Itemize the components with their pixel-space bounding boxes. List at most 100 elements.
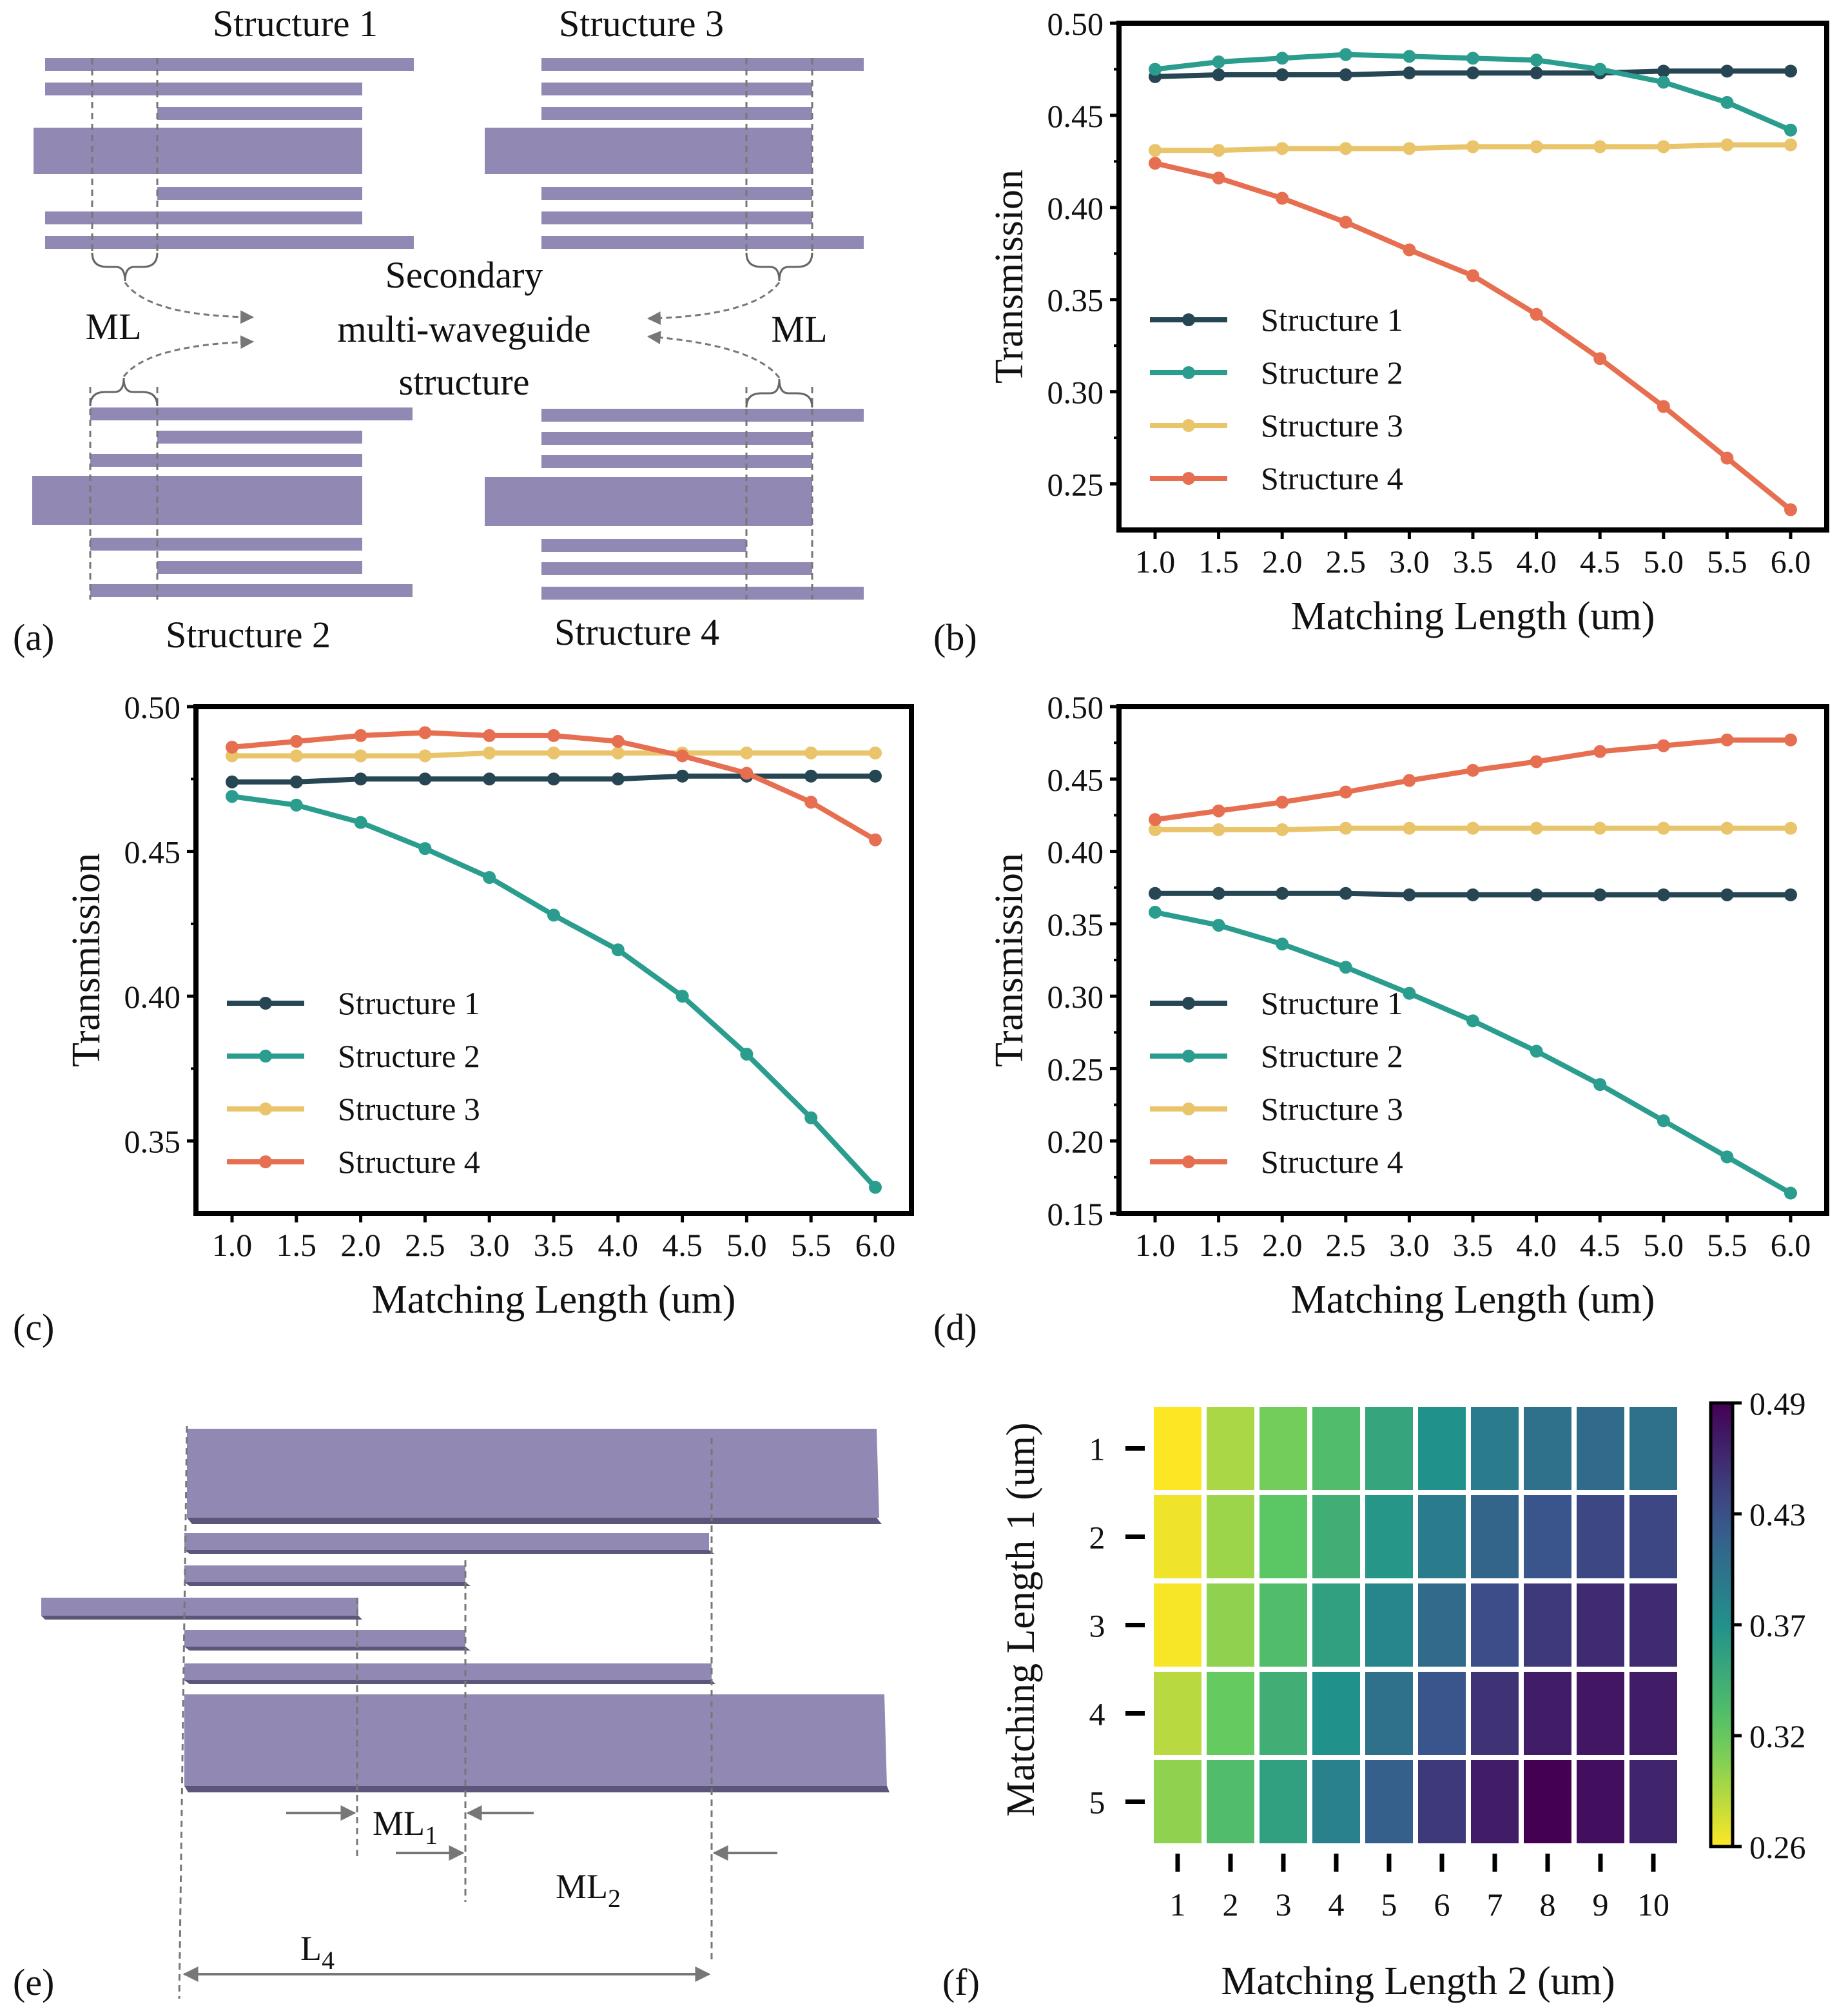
heatmap-cell-r4-c9 — [1577, 1672, 1624, 1755]
x-tick-label: 1.0 — [1135, 544, 1176, 580]
data-point-s3-8 — [740, 746, 754, 760]
data-point-s4-7 — [1593, 745, 1607, 758]
y-tick-label: 0.30 — [1047, 375, 1104, 411]
data-point-s1-10 — [1784, 64, 1797, 78]
x-tick-label: 4.5 — [1580, 544, 1620, 580]
y-tick-label: 0.30 — [1047, 979, 1104, 1015]
x-tick-label: 4.0 — [1516, 1227, 1557, 1263]
data-point-s1-0 — [226, 775, 238, 789]
ml-arrows — [122, 282, 781, 378]
heatmap-cell-r2-c9 — [1577, 1495, 1624, 1578]
data-point-s1-6 — [1530, 888, 1543, 901]
series-line-4 — [1154, 737, 1791, 823]
heatmap-cell-r4-c8 — [1524, 1672, 1571, 1755]
data-point-s4-2 — [1276, 796, 1289, 809]
heatmap-cell-r5-c2 — [1207, 1760, 1254, 1843]
x-tick-label: 3.5 — [1453, 544, 1493, 580]
y-tick-label: 0.35 — [1047, 906, 1104, 943]
y-tick-label: 0.35 — [124, 1124, 181, 1160]
legend-label-3: Structure 3 — [338, 1091, 480, 1127]
panel-label-a: (a) — [13, 616, 54, 658]
data-point-s3-3 — [1339, 142, 1352, 155]
x-tick-label: 1 — [1170, 1886, 1186, 1923]
legend-label-4: Structure 4 — [1261, 460, 1403, 496]
y-axis-label: Transmission — [987, 853, 1031, 1067]
waveguide-bars — [41, 1429, 887, 1786]
x-tick-label: 1.5 — [1198, 1227, 1239, 1263]
data-point-s2-6 — [1530, 54, 1543, 67]
data-point-s1-9 — [1720, 64, 1734, 78]
data-point-s3-10 — [1784, 821, 1797, 835]
colorbar — [1709, 1401, 1735, 1848]
legend-label-4: Structure 4 — [338, 1144, 480, 1180]
y-tick-label: 0.25 — [1047, 467, 1104, 503]
data-point-s3-9 — [804, 746, 818, 760]
data-point-s4-2 — [1276, 191, 1289, 205]
x-tick-label: 3.0 — [469, 1227, 510, 1263]
structure-3-schematic — [485, 58, 864, 249]
x-tick-label: 1.5 — [277, 1227, 317, 1263]
x-tick-label: 3.5 — [1453, 1227, 1493, 1263]
data-point-s2-7 — [1593, 63, 1607, 76]
series-line-2 — [231, 794, 877, 1190]
chart-panel-b: 0.25 0.30 0.35 0.40 0.45 0.50 1.0 1.5 2.0 2.5 3.0 3… — [987, 6, 1829, 638]
ml-boundary-lines — [89, 58, 813, 600]
y-tick-label: 0.45 — [1047, 761, 1104, 798]
data-point-s1-4 — [1403, 66, 1416, 80]
legend-label-1: Structure 1 — [1261, 985, 1403, 1021]
heatmap-cell-r4-c7 — [1471, 1672, 1519, 1755]
structure-2-schematic — [32, 407, 413, 597]
panel-label-f: (f) — [942, 1961, 980, 2003]
ml-right-label: ML — [772, 308, 828, 350]
x-tick-label: 4 — [1328, 1886, 1345, 1923]
panel-e-boundary-lines — [178, 1426, 713, 1999]
y-tick-label: 0.15 — [1047, 1196, 1104, 1232]
data-point-s1-4 — [483, 772, 496, 786]
data-point-s2-3 — [1339, 961, 1352, 974]
data-point-s2-2 — [354, 816, 367, 829]
heatmap-cell-r1-c4 — [1312, 1407, 1360, 1490]
legend-marker-4 — [259, 1155, 272, 1168]
x-tick-label: 3 — [1276, 1886, 1292, 1923]
data-point-s1-3 — [1339, 887, 1352, 900]
data-point-s2-0 — [226, 790, 238, 803]
heatmap-cell-r2-c8 — [1524, 1495, 1571, 1578]
heatmap-cell-r3-c6 — [1418, 1583, 1466, 1667]
data-point-s1-1 — [1212, 887, 1225, 900]
x-tick-label: 1.5 — [1198, 544, 1239, 580]
legend-label-2: Structure 2 — [1261, 355, 1403, 391]
data-point-s3-1 — [289, 749, 303, 763]
y-tick-label: 0.20 — [1047, 1124, 1104, 1160]
data-point-s3-8 — [1657, 821, 1670, 835]
data-point-s2-8 — [1657, 1114, 1670, 1128]
data-point-s2-5 — [547, 908, 560, 922]
y-tick-label: 0.40 — [124, 979, 181, 1015]
colorbar-tick-label: 0.32 — [1749, 1718, 1806, 1754]
heatmap-cell-r1-c10 — [1629, 1407, 1677, 1490]
data-point-s4-10 — [1784, 503, 1797, 516]
data-point-s3-3 — [1339, 821, 1352, 835]
x-tick-label: 2.0 — [1262, 544, 1303, 580]
data-point-s3-6 — [1530, 821, 1543, 835]
secondary-structure-line-2: multi-waveguide — [337, 308, 590, 350]
heatmap-cell-r3-c8 — [1524, 1583, 1571, 1667]
heatmap-cell-r3-c10 — [1629, 1583, 1677, 1667]
data-point-s3-2 — [1276, 142, 1289, 155]
data-point-s4-5 — [547, 729, 560, 742]
data-point-s4-10 — [869, 833, 882, 847]
heatmap-cell-r3-c4 — [1312, 1583, 1360, 1667]
panel-label-c: (c) — [13, 1306, 54, 1348]
heatmap-cell-r1-c6 — [1418, 1407, 1466, 1490]
data-point-s2-0 — [1149, 63, 1162, 76]
x-tick-label: 2.0 — [1262, 1227, 1303, 1263]
y-tick-label: 0.50 — [124, 689, 181, 725]
x-tick-label: 4.0 — [598, 1227, 639, 1263]
data-point-s3-5 — [547, 746, 560, 760]
panel-label-e: (e) — [13, 1961, 54, 2003]
data-point-s2-2 — [1276, 937, 1289, 951]
series-line-2 — [1154, 909, 1792, 1196]
y-tick-label: 0.40 — [1047, 190, 1104, 226]
heatmap-cell-r3-c3 — [1260, 1583, 1307, 1667]
legend-marker-1 — [1182, 997, 1195, 1010]
data-point-s4-9 — [1720, 451, 1734, 465]
